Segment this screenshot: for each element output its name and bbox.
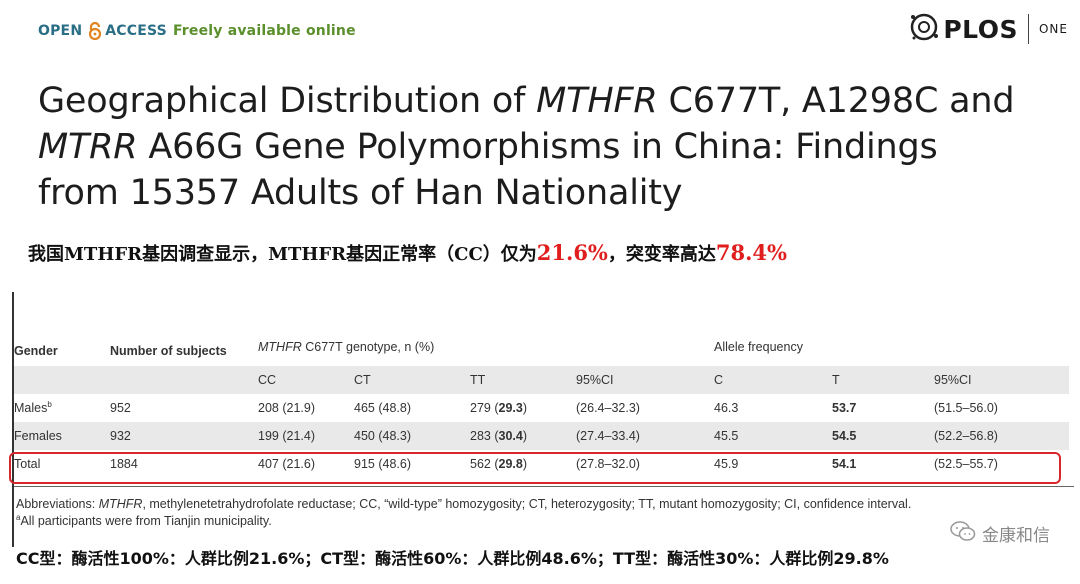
table-frame <box>12 292 1080 547</box>
abbreviations-note: Abbreviations: MTHFR, methylenetetrahydr… <box>16 497 912 511</box>
normal-rate-value: 21.6% <box>536 240 608 265</box>
total-row-highlight <box>9 452 1061 484</box>
open-lock-icon <box>88 21 102 41</box>
plos-globe-icon <box>909 12 939 46</box>
header-allele: Allele frequency <box>714 340 803 354</box>
table-row-total: Total 1884 407 (21.6) 915 (48.6) 562 (29.8… <box>14 457 998 471</box>
access-label: ACCESS <box>105 23 167 39</box>
paper-title: Geographical Distribution of MTHFR C677T… <box>38 81 1015 213</box>
genotype-table: Gender Number of subjects MTHFR C677T ge… <box>14 336 1069 478</box>
table-subheader-row: CC CT TT 95%CI C T 95%CI <box>14 366 1069 394</box>
table-header-row: Gender Number of subjects MTHFR C677T ge… <box>14 336 1069 366</box>
table-row: Malesb 952 208 (21.9) 465 (48.8) 279 (29.3… <box>14 400 998 416</box>
genotype-footer: CC型：酶活性100%：人群比例21.6%；CT型：酶活性60%：人群比例48.… <box>16 549 889 568</box>
plos-one-logo: PLOS ONE <box>909 12 1068 46</box>
one-label: ONE <box>1038 22 1068 36</box>
open-access-header: OPEN ACCESS Freely available online <box>38 21 356 41</box>
table-bottom-rule <box>14 486 1074 487</box>
watermark-text: 金康和信 <box>982 526 1050 546</box>
mutation-rate-value: 78.4% <box>715 240 787 265</box>
plos-name: PLOS <box>943 14 1018 44</box>
header-gender: Gender <box>14 344 58 358</box>
open-label: OPEN <box>38 23 83 39</box>
wechat-watermark: 金康和信 <box>950 520 1050 547</box>
wechat-icon <box>950 520 976 547</box>
freely-available-label: Freely available online <box>172 23 356 39</box>
footnote-a: aAll participants were from Tianjin muni… <box>16 513 272 529</box>
summary-banner: 我国MTHFR基因调查显示，MTHFR基因正常率（CC）仅为21.6%，突变率高… <box>28 240 787 265</box>
header-subjects: Number of subjects <box>110 344 227 358</box>
logo-divider <box>1027 14 1029 44</box>
table-row: Females 932 199 (21.4) 450 (48.3) 283 (30.… <box>14 422 1069 450</box>
